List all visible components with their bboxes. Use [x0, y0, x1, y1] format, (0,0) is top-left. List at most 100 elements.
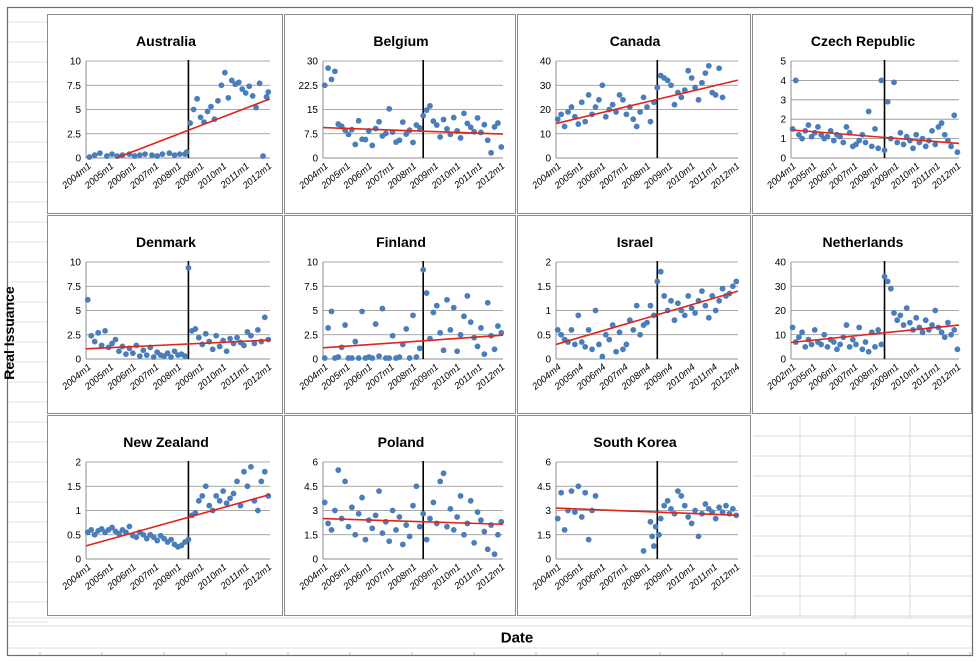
data-point	[91, 338, 98, 345]
data-point	[616, 92, 623, 98]
y-tick-label: 3	[545, 506, 551, 517]
data-point	[796, 334, 802, 341]
scatter-chart: Czech Republic0123452004m12005m12006m120…	[764, 33, 963, 192]
data-point	[834, 346, 840, 353]
data-point	[84, 296, 91, 303]
y-tick-label: 0	[312, 555, 318, 566]
data-point	[585, 536, 592, 543]
y-tick-label: 10	[540, 129, 552, 140]
trend-line	[555, 290, 739, 346]
scatter-chart: Netherlands0102030402002m12005m12006m120…	[764, 234, 963, 393]
data-point	[389, 507, 396, 514]
data-point	[719, 94, 726, 101]
y-tick-label: 10	[70, 57, 82, 68]
data-point	[922, 317, 929, 324]
data-point	[109, 340, 115, 347]
data-point	[712, 307, 719, 314]
data-point	[342, 322, 348, 328]
data-point	[789, 324, 796, 331]
data-point	[126, 523, 133, 530]
data-point	[410, 312, 416, 319]
data-point	[328, 76, 335, 83]
data-point	[142, 151, 148, 158]
data-point	[396, 354, 403, 360]
y-tick-label: 10	[70, 258, 82, 269]
data-point	[464, 293, 471, 299]
data-point	[881, 273, 888, 280]
data-point	[382, 130, 389, 137]
data-point	[818, 341, 825, 348]
data-point	[853, 341, 859, 348]
scatter-chart: Denmark02.557.5102004m12005m12006m12007m…	[60, 234, 275, 393]
data-point	[133, 342, 140, 349]
data-point	[474, 343, 481, 350]
data-point	[440, 116, 447, 123]
data-point	[209, 346, 216, 353]
data-point	[202, 483, 209, 490]
data-point	[495, 531, 501, 538]
data-point	[103, 153, 110, 159]
data-point	[637, 331, 644, 338]
data-point	[678, 307, 685, 314]
data-point	[359, 494, 365, 501]
data-point	[331, 507, 338, 514]
data-point	[91, 531, 98, 538]
data-point	[444, 523, 450, 530]
y-tick-label: 1.5	[537, 282, 551, 293]
data-point	[913, 131, 920, 138]
trend-line	[322, 334, 504, 349]
chart-panel: Denmark 0 2.5 5 7.5 10 2004m1 2005m1 2006m1 2007m…	[47, 215, 283, 414]
data-point	[342, 478, 348, 485]
data-point	[554, 116, 561, 123]
data-point	[630, 116, 637, 123]
data-point	[386, 105, 393, 112]
data-point	[582, 489, 589, 496]
y-tick-label: 40	[775, 258, 787, 269]
data-point	[474, 509, 481, 516]
data-point	[416, 345, 423, 352]
data-point	[348, 126, 355, 133]
y-tick-label: 30	[540, 81, 552, 92]
data-point	[568, 488, 575, 494]
scatter-chart: Australia02.557.5102004m12005m12006m1200…	[60, 33, 275, 192]
data-point	[498, 144, 505, 150]
y-tick-label: 1.5	[304, 530, 318, 541]
data-point	[799, 329, 805, 336]
data-point	[410, 502, 416, 509]
data-point	[830, 339, 837, 345]
chart-panel: Poland 0 1.5 3 4.5 6 2004m1 2005m1 2006m1 2007m1 2…	[284, 415, 516, 616]
y-tick-label: 20	[775, 306, 787, 317]
data-point	[652, 523, 659, 530]
data-point	[951, 327, 958, 333]
data-point	[894, 317, 901, 324]
data-point	[609, 322, 616, 328]
data-point	[164, 350, 171, 357]
data-point	[671, 510, 678, 517]
data-point	[242, 90, 249, 96]
data-point	[865, 108, 872, 115]
data-point	[897, 312, 904, 319]
data-point	[328, 527, 335, 533]
data-point	[647, 302, 654, 309]
data-point	[86, 154, 93, 160]
data-point	[237, 502, 244, 509]
y-tick-label: 7.5	[304, 129, 318, 140]
data-point	[878, 341, 885, 348]
data-point	[221, 69, 228, 76]
data-point	[808, 341, 815, 348]
data-point	[585, 92, 592, 98]
data-point	[647, 118, 654, 125]
data-point	[437, 478, 444, 485]
data-point	[712, 92, 719, 98]
data-point	[150, 354, 157, 360]
chart-panel: Australia 0 2.5 5 7.5 10 2004m1 2005m1 2006m1 200…	[47, 14, 283, 214]
data-point	[258, 338, 265, 345]
data-point	[592, 104, 599, 110]
y-tick-label: 4.5	[304, 482, 318, 493]
data-point	[430, 499, 437, 506]
data-point	[716, 297, 723, 304]
trend-line	[322, 517, 504, 526]
data-point	[941, 334, 948, 341]
data-point	[837, 341, 844, 348]
